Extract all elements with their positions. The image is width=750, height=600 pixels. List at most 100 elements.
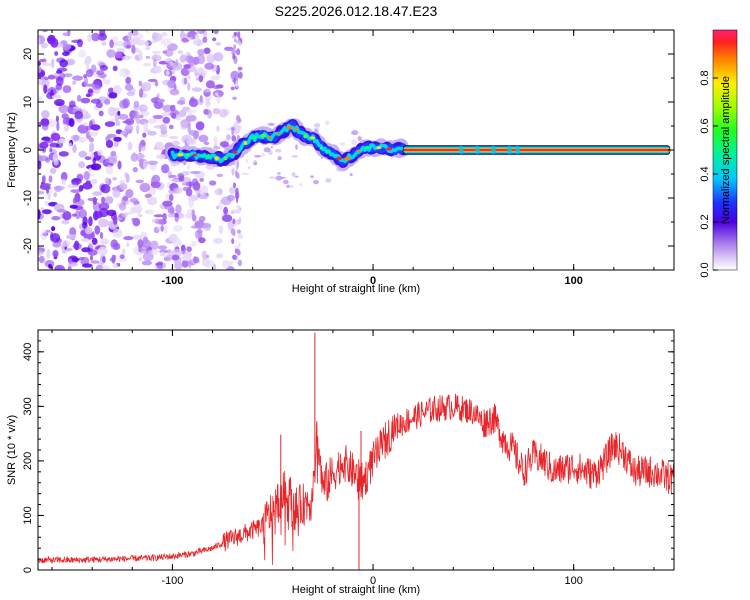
noise-blob: [92, 157, 96, 165]
noise-blob: [351, 130, 359, 136]
noise-blob: [171, 178, 180, 184]
noise-blob: [60, 245, 65, 251]
noise-blob: [106, 209, 117, 216]
noise-blob: [184, 213, 194, 219]
noise-blob: [162, 116, 171, 124]
noise-blob: [164, 48, 174, 57]
noise-blob: [48, 263, 52, 269]
noise-blob: [53, 266, 63, 270]
noise-blob: [72, 134, 79, 142]
noise-blob: [234, 163, 238, 168]
noise-blob: [41, 110, 50, 119]
noise-blob: [235, 170, 239, 179]
noise-blob: [56, 76, 64, 86]
noise-blob: [82, 108, 86, 116]
noise-blob: [237, 31, 241, 39]
noise-blob: [223, 206, 229, 215]
noise-blob: [230, 70, 239, 81]
noise-blob: [117, 160, 122, 170]
noise-blob: [159, 251, 166, 257]
noise-blob: [236, 248, 241, 256]
noise-blob: [179, 54, 187, 63]
noise-blob: [61, 250, 67, 254]
noise-blob: [40, 186, 52, 191]
noise-blob: [38, 58, 47, 63]
noise-blob: [119, 99, 129, 109]
noise-blob: [47, 74, 56, 80]
noise-blob: [206, 54, 214, 58]
noise-blob: [138, 50, 143, 60]
noise-blob: [42, 209, 52, 215]
noise-blob: [92, 191, 103, 196]
noise-blob: [212, 237, 223, 244]
noise-blob: [124, 124, 134, 133]
noise-blob: [153, 214, 165, 218]
ridge-hotspot: [344, 156, 351, 161]
noise-blob: [231, 135, 237, 142]
noise-blob: [154, 80, 159, 87]
noise-blob: [172, 225, 184, 232]
spectrogram-y-tick-label: 20: [22, 48, 34, 60]
noise-blob: [138, 114, 144, 119]
snr-series-layer: [38, 332, 674, 570]
noise-blob: [169, 61, 174, 67]
noise-blob: [357, 136, 362, 142]
noise-blob: [213, 136, 218, 146]
noise-blob: [175, 204, 182, 214]
noise-blob: [106, 49, 116, 58]
noise-blob: [155, 154, 166, 160]
noise-blob: [80, 97, 91, 104]
noise-blob: [210, 75, 221, 81]
spectrogram-y-tick-label: -20: [22, 238, 34, 254]
noise-blob: [179, 30, 185, 40]
noise-blob: [236, 205, 241, 209]
noise-blob: [164, 224, 168, 234]
ridge-hotspot: [319, 146, 323, 150]
noise-blob: [349, 173, 353, 177]
noise-blob: [54, 185, 62, 192]
noise-blob: [87, 249, 98, 256]
noise-blob: [200, 222, 211, 228]
noise-blob: [298, 183, 303, 186]
noise-blob: [51, 94, 62, 99]
noise-blob: [96, 70, 105, 76]
noise-blob: [268, 150, 273, 155]
noise-blob: [192, 181, 201, 191]
noise-blob: [186, 138, 197, 146]
noise-blob: [185, 181, 194, 187]
noise-blob: [197, 48, 205, 56]
ridge-notch: [507, 145, 512, 155]
noise-blob: [188, 112, 192, 117]
noise-blob: [45, 157, 50, 163]
noise-blob: [132, 167, 138, 173]
noise-blob: [82, 182, 93, 190]
noise-blob: [104, 98, 111, 105]
noise-blob: [71, 102, 74, 110]
noise-blob: [144, 40, 149, 48]
noise-blob: [162, 262, 166, 269]
colorbar-tick-label: 0.2: [699, 214, 711, 229]
noise-blob: [121, 248, 126, 255]
ridge-hotspot: [250, 136, 258, 140]
noise-blob: [183, 64, 192, 69]
noise-blob: [70, 257, 81, 262]
noise-blob: [203, 47, 211, 55]
noise-blob: [161, 164, 170, 174]
noise-blob: [104, 121, 116, 127]
noise-blob: [131, 44, 136, 55]
spectrogram-y-tick-label: -10: [22, 190, 34, 206]
noise-blob: [190, 225, 200, 229]
noise-blob: [50, 38, 59, 48]
noise-blob: [47, 86, 57, 96]
noise-blob: [142, 62, 152, 67]
noise-blob: [100, 184, 111, 194]
ridge-hotspot: [309, 136, 316, 140]
colorbar-label: Normalized spectral amplitude: [720, 76, 732, 224]
noise-blob: [87, 34, 92, 43]
noise-blob: [230, 86, 235, 91]
noise-blob: [126, 242, 130, 248]
noise-blob: [153, 58, 157, 69]
noise-blob: [56, 209, 67, 213]
noise-blob: [201, 191, 208, 196]
noise-blob: [230, 210, 235, 214]
